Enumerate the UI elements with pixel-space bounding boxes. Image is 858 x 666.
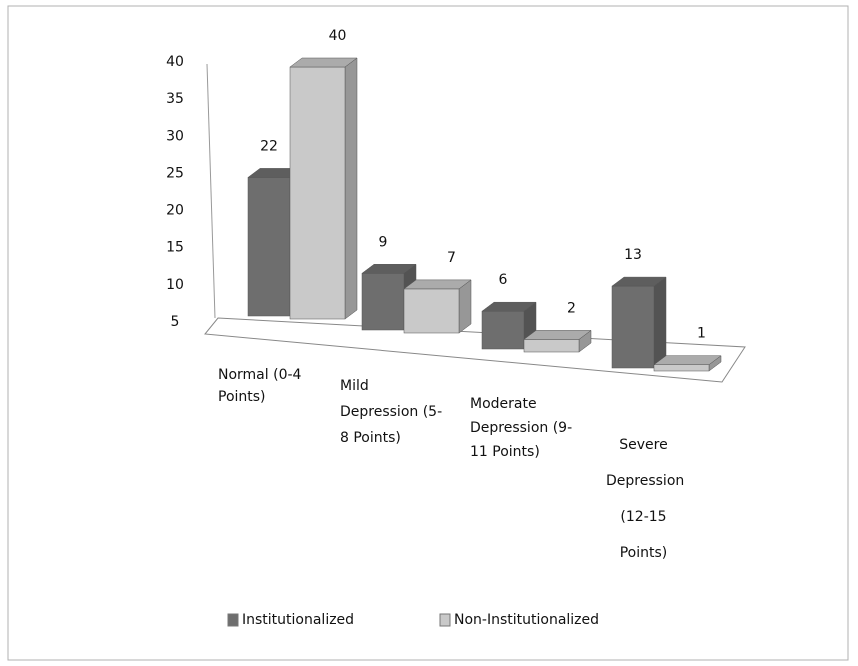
bar-face <box>481 301 537 312</box>
bar-face <box>611 285 655 369</box>
y-tick-label: 30 <box>166 128 184 144</box>
bar-face <box>289 66 346 320</box>
x-tick-label: Moderate Depression (9-11 Points) <box>470 396 573 460</box>
bar <box>523 329 592 353</box>
data-label: 13 <box>624 247 642 263</box>
bar-face <box>289 57 358 68</box>
bar-face <box>344 57 358 320</box>
legend-label: Non-Institutionalized <box>454 612 599 628</box>
data-label: 2 <box>567 300 576 316</box>
data-label: 22 <box>260 138 278 154</box>
bar <box>653 355 722 372</box>
bar-face <box>403 279 472 290</box>
bar-face <box>458 279 472 334</box>
legend-swatch <box>227 613 239 627</box>
bar-face <box>361 273 405 331</box>
y-tick-label: 35 <box>166 91 184 107</box>
bar <box>289 57 358 320</box>
data-label: 9 <box>379 234 388 250</box>
bar-face <box>247 177 291 317</box>
x-tick-label: Normal (0-4 Points) <box>218 367 302 405</box>
y-tick-label: 25 <box>166 165 184 181</box>
bar <box>403 279 472 334</box>
bar-face <box>361 264 417 274</box>
x-tick-label: Mild Depression (5-8 Points) <box>340 378 443 446</box>
y-tick-label: 10 <box>166 277 184 293</box>
y-tick-label: 5 <box>171 314 180 330</box>
bar-face <box>523 330 592 340</box>
bar <box>611 276 667 369</box>
bar-face <box>523 339 580 353</box>
data-label: 1 <box>697 326 706 342</box>
legend-label: Institutionalized <box>242 612 354 628</box>
y-tick-label: 40 <box>166 54 184 70</box>
y-axis <box>206 63 216 319</box>
y-tick-label: 20 <box>166 203 184 219</box>
bar-face <box>403 288 460 334</box>
x-tick-label: Severe Depression (12-15 Points) <box>606 437 685 561</box>
bar-face <box>481 310 525 350</box>
chart-frame <box>7 5 849 661</box>
bar-face <box>653 364 710 372</box>
legend-swatch <box>439 613 451 627</box>
bar-face <box>611 276 667 287</box>
bar-face <box>653 276 667 369</box>
data-label: 40 <box>329 28 347 44</box>
data-label: 6 <box>499 272 508 288</box>
bar-face <box>653 355 722 365</box>
y-tick-label: 15 <box>166 240 184 256</box>
data-label: 7 <box>447 250 456 266</box>
